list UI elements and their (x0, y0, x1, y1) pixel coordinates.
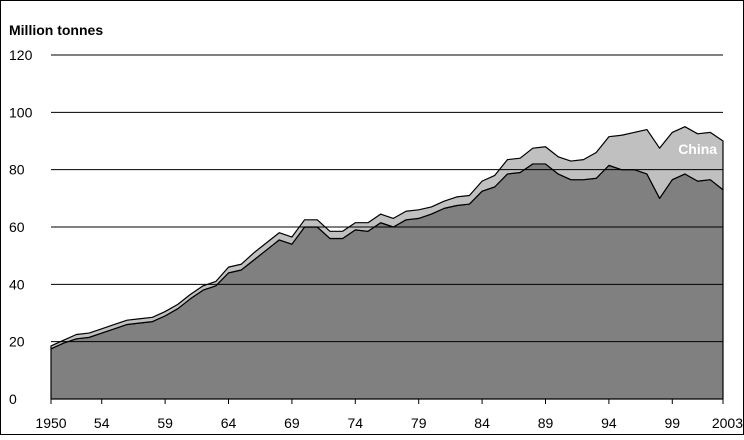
x-tick-label: 89 (538, 415, 554, 431)
y-axis-title: Million tonnes (9, 22, 103, 38)
x-tick-labels: 1950 54 59 64 69 74 79 84 89 94 99 2003 (35, 399, 743, 431)
x-tick-label: 54 (94, 415, 110, 431)
area-series-china (50, 126, 724, 350)
series-labels: ChinaWorld excludingChina (678, 141, 717, 157)
x-tick-label: 94 (601, 415, 617, 431)
series-label: China (678, 141, 717, 157)
y-tick-label: 40 (9, 276, 25, 292)
y-tick-label: 120 (9, 47, 33, 63)
x-tick-label: 84 (474, 415, 490, 431)
x-tick-label: 79 (411, 415, 427, 431)
x-tick-label: 59 (157, 415, 173, 431)
y-tick-label: 0 (9, 391, 17, 407)
y-tick-labels: 0 20 40 60 80 100 120 (9, 47, 33, 407)
x-tick-label: 1950 (35, 415, 66, 431)
gridlines (51, 54, 723, 400)
y-tick-label: 80 (9, 162, 25, 178)
area-series-world-excluding-china (50, 163, 724, 400)
x-tick-label: 64 (221, 415, 237, 431)
plot-area (50, 126, 724, 400)
x-tick-label: 74 (348, 415, 364, 431)
x-tick-label: 69 (284, 415, 300, 431)
x-tick-label: 99 (664, 415, 680, 431)
x-tick-label: 2003 (712, 415, 743, 431)
y-tick-label: 20 (9, 334, 25, 350)
y-tick-label: 100 (9, 104, 33, 120)
y-tick-label: 60 (9, 219, 25, 235)
